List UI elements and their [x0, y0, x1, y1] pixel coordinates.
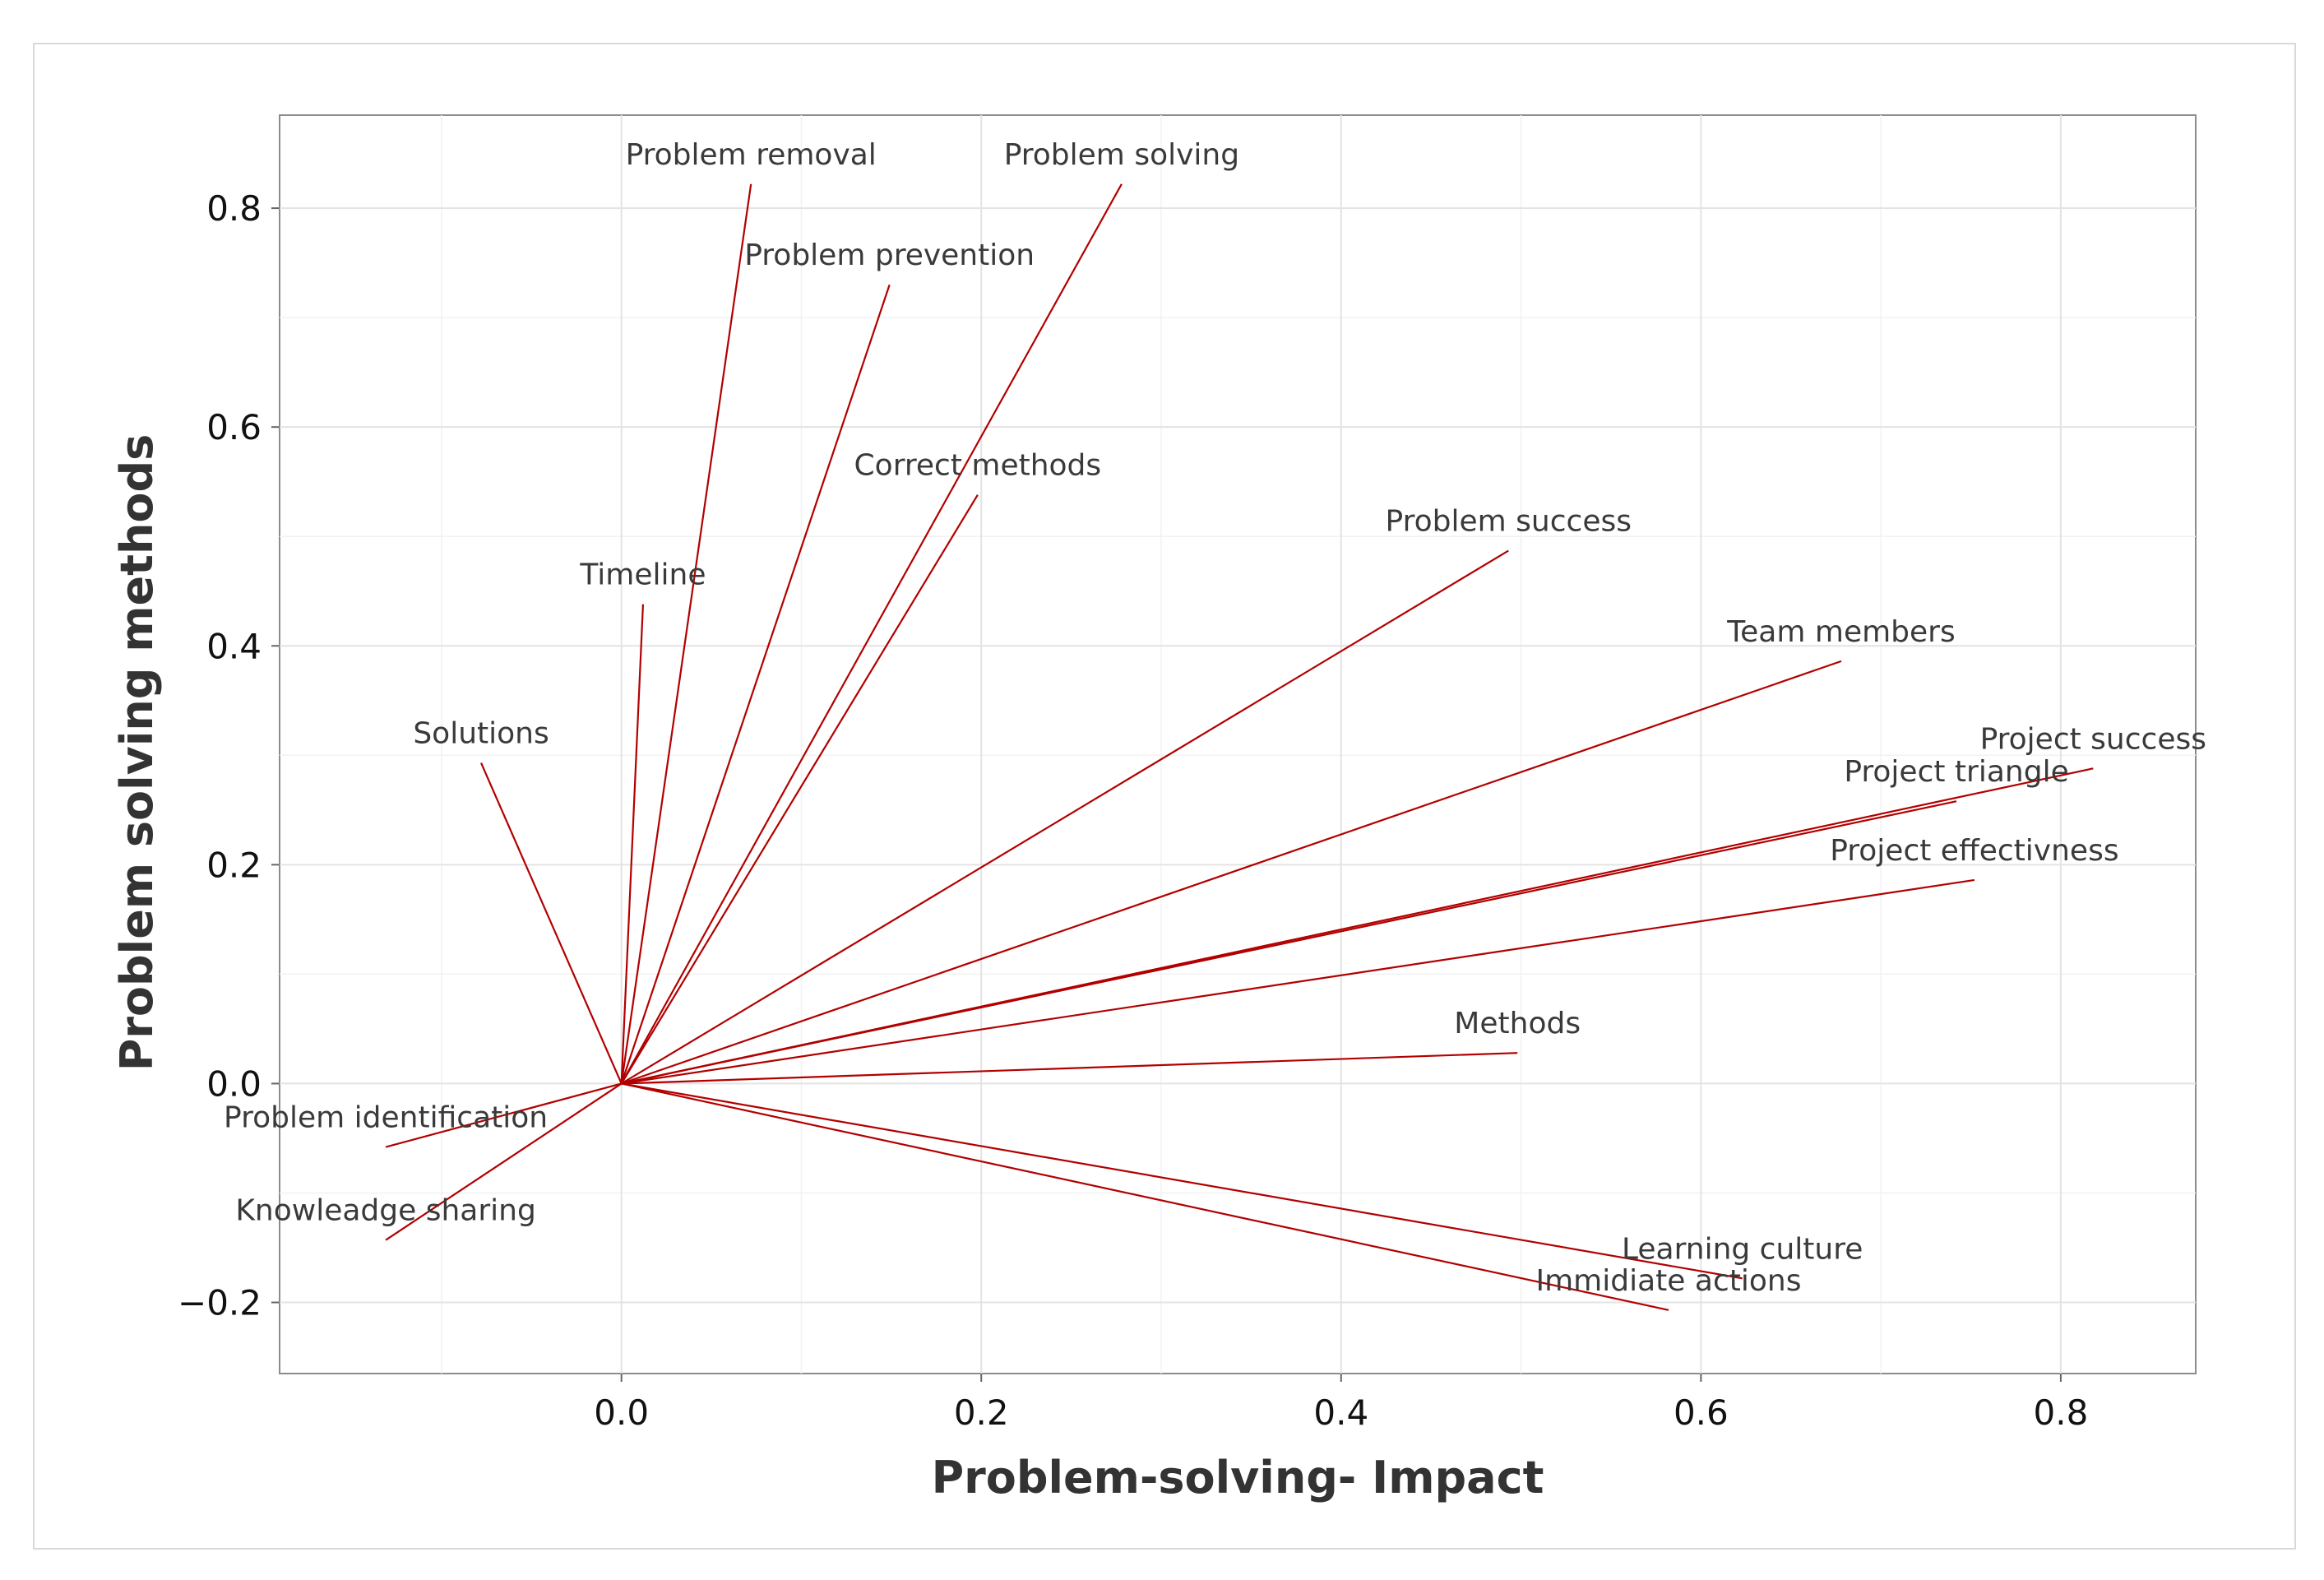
vector-label: Problem prevention — [744, 239, 1035, 272]
vector-line — [621, 800, 1957, 1085]
x-tick-label: 0.6 — [1674, 1392, 1729, 1433]
y-tick-label: 0.0 — [206, 1063, 262, 1104]
x-tick-label: 0.8 — [2034, 1392, 2089, 1433]
vector-label: Methods — [1454, 1007, 1581, 1040]
vector-label: Project triangle — [1844, 755, 2068, 789]
y-tick-label: −0.2 — [178, 1283, 262, 1323]
y-tick-label: 0.2 — [206, 845, 262, 885]
y-tick-label: 0.6 — [206, 407, 262, 447]
y-axis-title: Problem solving methods — [111, 434, 163, 1072]
vector-line — [620, 284, 891, 1084]
y-tick-label: 0.4 — [206, 626, 262, 666]
vector-label: Project success — [1980, 722, 2206, 756]
vector-line — [621, 878, 1975, 1085]
vector-line — [385, 1082, 623, 1241]
vector-labels: Problem removal Problem solving Problem pr… — [224, 138, 2206, 1298]
vector-label: Solutions — [413, 717, 549, 751]
vector-label: Correct methods — [854, 449, 1102, 483]
vector-label: Timeline — [579, 558, 706, 592]
vector-label: Problem success — [1386, 505, 1632, 539]
x-tick-label: 0.4 — [1313, 1392, 1368, 1433]
vector-line — [385, 1082, 622, 1148]
plot-panel — [279, 114, 2197, 1374]
vector-line — [621, 1052, 1518, 1085]
vector-label: Problem identification — [224, 1101, 548, 1135]
vector-line — [620, 183, 752, 1084]
x-axis-title: Problem-solving- Impact — [932, 1452, 1544, 1504]
vector-lines — [385, 183, 2094, 1311]
y-tick-label: 0.8 — [206, 188, 262, 229]
vector-line — [620, 494, 979, 1085]
vector-line — [621, 1082, 1743, 1280]
vector-label: Learning culture — [1622, 1232, 1863, 1266]
vector-line — [621, 1082, 1669, 1311]
vector-label: Project effectivness — [1830, 834, 2118, 868]
vector-label: Problem removal — [626, 138, 877, 172]
x-axis-ticks: 0.0 0.2 0.4 0.6 0.8 — [594, 1374, 2088, 1433]
vector-line — [480, 762, 623, 1084]
x-tick-label: 0.0 — [594, 1392, 649, 1433]
vector-label: Knowleadge sharing — [235, 1194, 536, 1228]
vector-line — [621, 660, 1842, 1085]
x-tick-label: 0.2 — [954, 1392, 1009, 1433]
vector-label: Problem solving — [1004, 138, 1239, 172]
vector-line — [620, 183, 1123, 1084]
grid-lines — [280, 115, 2196, 1374]
vector-label: Immidiate actions — [1536, 1264, 1802, 1298]
vector-line — [621, 549, 1509, 1085]
y-axis-ticks: −0.2 0.0 0.2 0.4 0.6 0.8 — [178, 188, 280, 1323]
vector-label: Team members — [1726, 615, 1955, 649]
vector-line — [620, 604, 645, 1084]
